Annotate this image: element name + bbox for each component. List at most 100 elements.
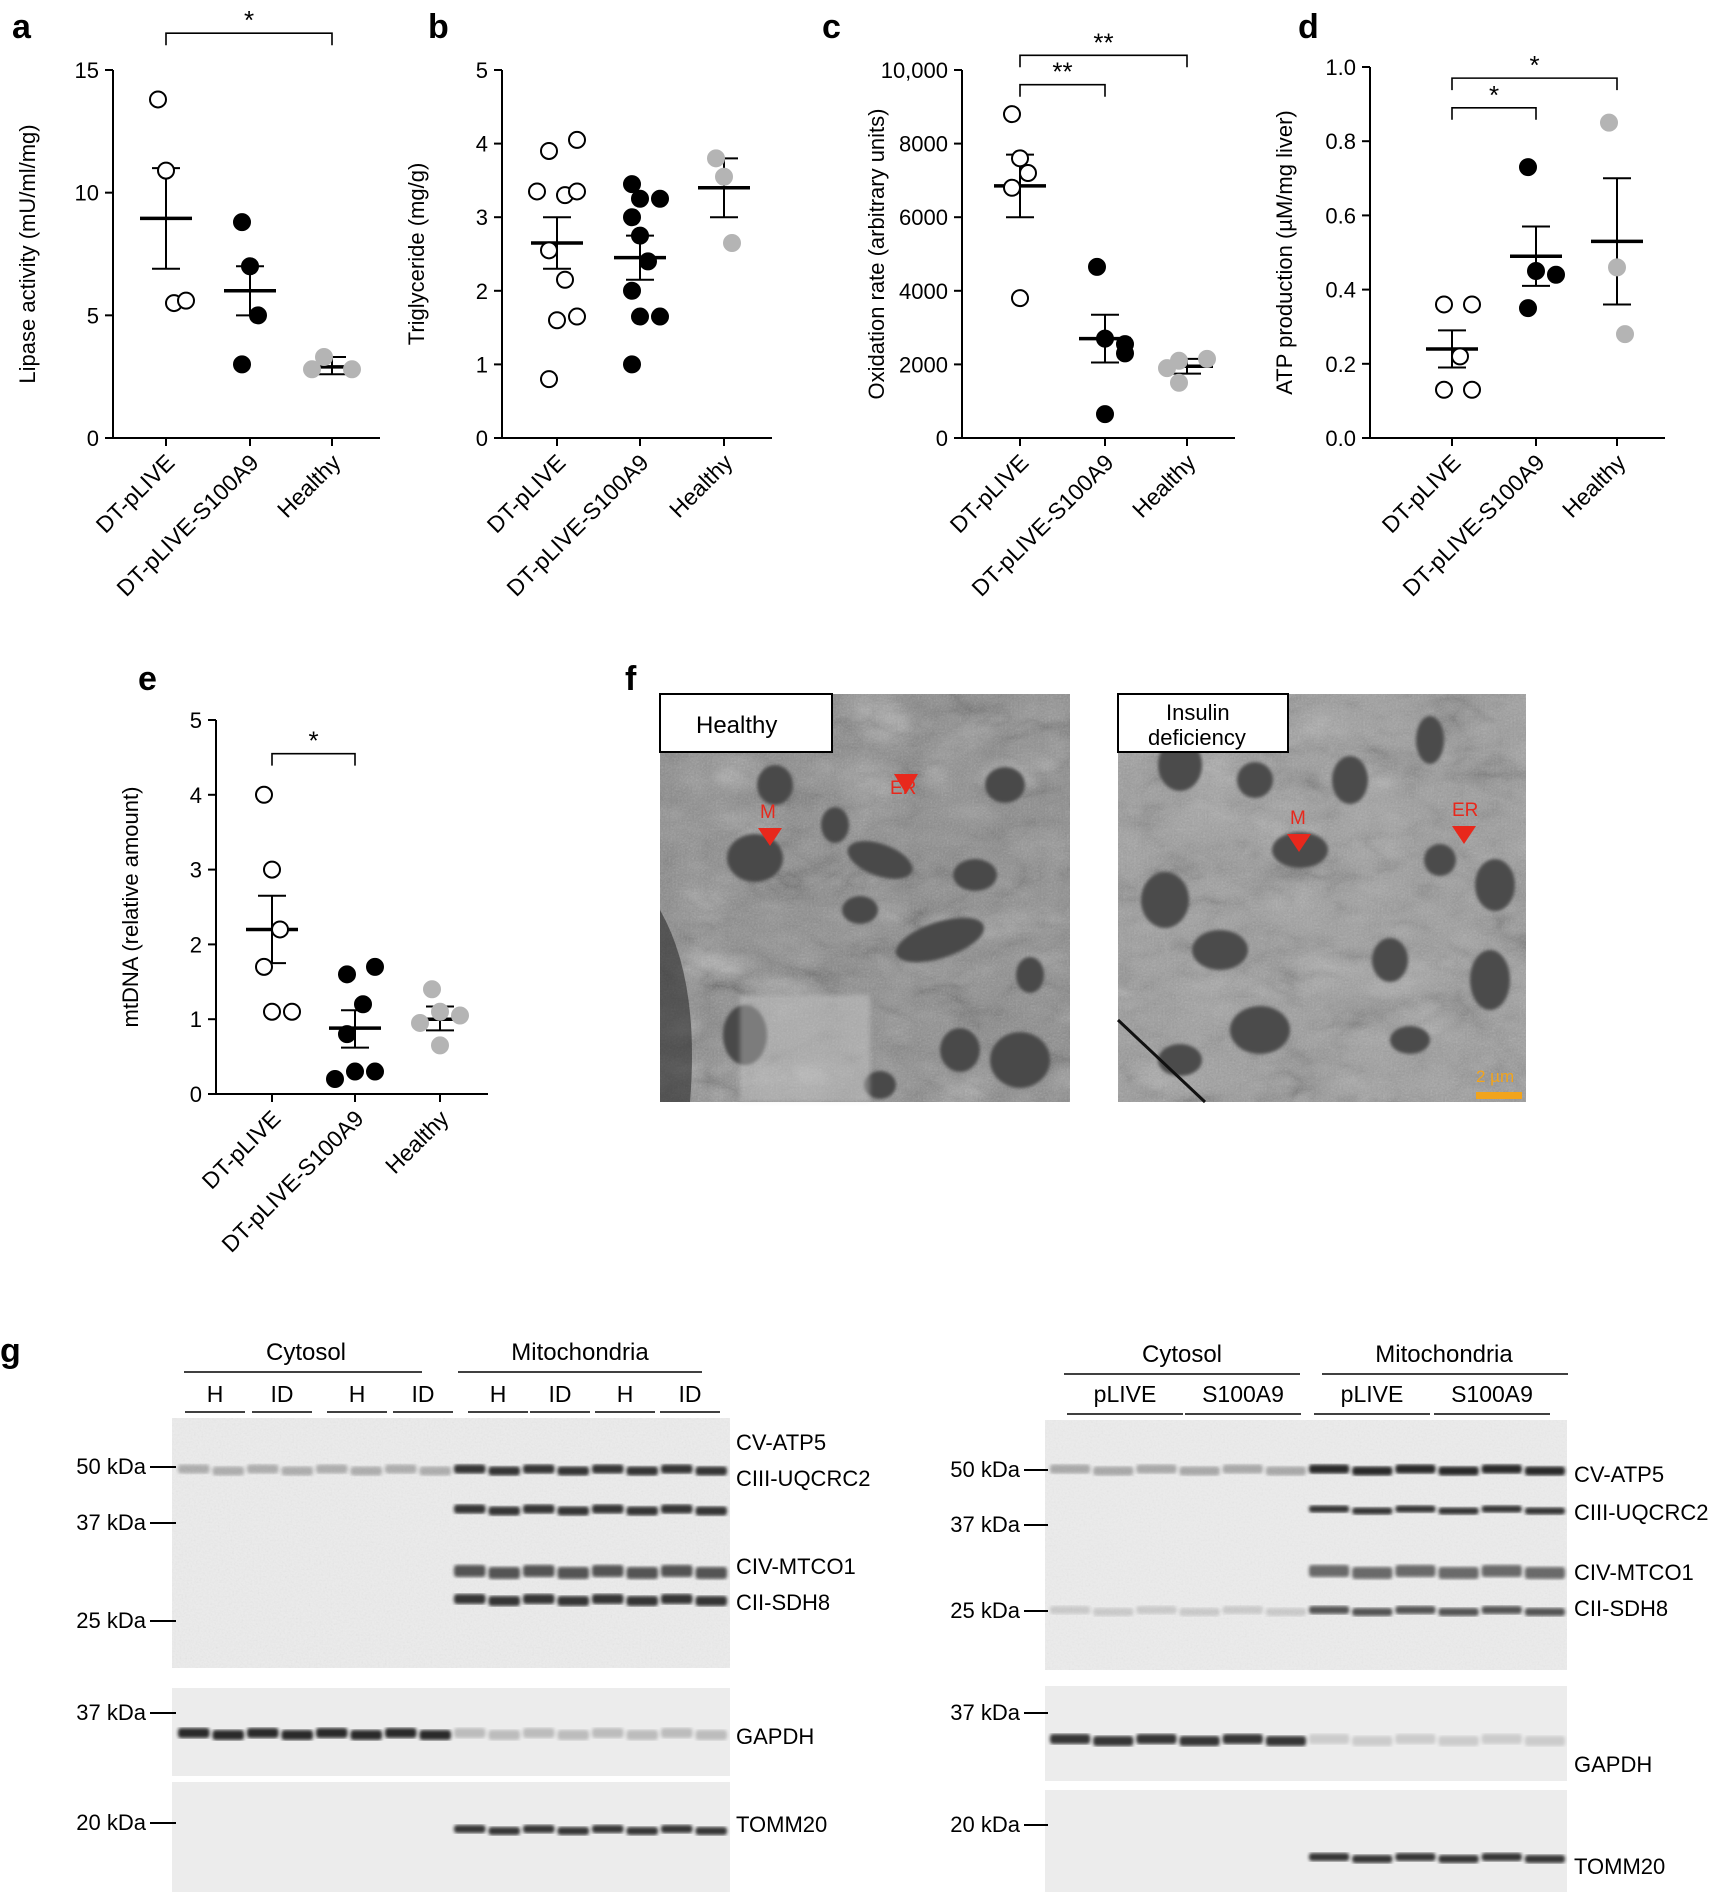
c-significance-label: ** xyxy=(1093,27,1113,57)
right-band-uqcrc2: CIII-UQCRC2 xyxy=(1574,1500,1708,1525)
c-category-label: Healthy xyxy=(1127,449,1201,523)
band-cv-atp5 xyxy=(1093,1466,1134,1476)
left-marker-50: 50 kDa xyxy=(76,1454,146,1479)
er-marker-label-insulin: ER xyxy=(1452,800,1478,821)
band-gapdh xyxy=(1352,1736,1393,1746)
left-marker-37-mid: 37 kDa xyxy=(76,1700,146,1725)
left-band-gapdh: GAPDH xyxy=(736,1724,814,1749)
a-data-point xyxy=(249,306,267,325)
b-data-point xyxy=(540,141,558,160)
b-y-axis-label: Triglyceride (mg/g) xyxy=(404,163,429,346)
e-ytick-label: 5 xyxy=(190,708,202,733)
lane-label: S100A9 xyxy=(1451,1381,1533,1407)
b-data-point xyxy=(631,226,649,245)
d-ytick-label: 1.0 xyxy=(1325,55,1356,80)
band-cv-atp5 xyxy=(350,1466,382,1476)
band-cv-atp5 xyxy=(419,1466,451,1476)
d-category-label: Healthy xyxy=(1557,449,1631,523)
band-cv-atp5 xyxy=(592,1464,624,1474)
d-data-point xyxy=(1616,325,1634,344)
chart-d-atp-production: 0.0 0.2 0.4 0.6 0.8 1.0 ATP production (µM/mg … xyxy=(1272,50,1665,601)
right-band-sdh8: CII-SDH8 xyxy=(1574,1596,1668,1621)
c-y-axis-label: Oxidation rate (arbitrary units) xyxy=(864,109,889,400)
right-marker-37-mid: 37 kDa xyxy=(950,1700,1020,1725)
band-civ-mtco1 xyxy=(557,1567,589,1579)
band-tomm20 xyxy=(1395,1853,1436,1861)
band-cv-atp5 xyxy=(178,1464,210,1474)
band-cii-sdh8 xyxy=(626,1596,658,1606)
band-civ-mtco1 xyxy=(695,1567,727,1579)
b-category-label: Healthy xyxy=(664,449,738,523)
b-data-point xyxy=(623,281,641,300)
d-data-point xyxy=(1451,347,1469,366)
a-ytick-label: 10 xyxy=(75,181,99,206)
western-blot-right: Cytosol Mitochondria pLIVE S100A9 pLIVE S10… xyxy=(950,1341,1708,1892)
band-cv-atp5 xyxy=(454,1464,486,1474)
d-data-point xyxy=(1547,265,1565,284)
band-gapdh xyxy=(695,1730,727,1740)
right-band-mtco1: CIV-MTCO1 xyxy=(1574,1560,1694,1585)
e-data-point xyxy=(366,957,384,976)
band-tomm20 xyxy=(1309,1853,1350,1861)
a-data-point xyxy=(233,213,251,232)
d-data-point xyxy=(1435,380,1453,399)
right-marker-50: 50 kDa xyxy=(950,1457,1020,1482)
c-data-point xyxy=(1011,149,1029,168)
band-tomm20 xyxy=(1524,1855,1565,1863)
b-data-point xyxy=(651,189,669,208)
band-cii-sdh8 xyxy=(1352,1608,1393,1616)
band-cii-sdh8 xyxy=(1395,1606,1436,1614)
e-data-point xyxy=(338,1025,356,1044)
band-cii-sdh8 xyxy=(557,1596,589,1606)
mito-arrow-insulin-icon xyxy=(1287,834,1311,852)
d-data-point xyxy=(1519,158,1537,177)
band-ciii-uqcrc2 xyxy=(1395,1505,1436,1513)
b-data-point xyxy=(540,241,558,260)
c-data-point xyxy=(1198,349,1216,368)
b-data-point xyxy=(568,182,586,201)
band-ciii-uqcrc2 xyxy=(488,1506,520,1516)
left-marker-25: 25 kDa xyxy=(76,1608,146,1633)
band-civ-mtco1 xyxy=(626,1567,658,1579)
d-ytick-label: 0.2 xyxy=(1325,352,1356,377)
mito-marker-label-insulin: M xyxy=(1290,808,1306,829)
chart-a-lipase-activity: 0 5 10 15 Lipase activity (mU/ml/mg) DT-pLIVE… xyxy=(15,5,380,601)
d-significance-bracket xyxy=(1451,77,1618,91)
d-data-point xyxy=(1463,380,1481,399)
band-cii-sdh8 xyxy=(488,1596,520,1606)
band-ciii-uqcrc2 xyxy=(695,1506,727,1516)
panel-letter-g: g xyxy=(0,1332,21,1370)
a-data-point xyxy=(157,161,175,180)
c-data-point xyxy=(1019,164,1037,183)
e-data-point xyxy=(283,1002,301,1021)
b-data-point xyxy=(707,149,725,168)
b-data-point xyxy=(568,307,586,326)
e-data-point xyxy=(354,995,372,1014)
band-tomm20 xyxy=(454,1825,486,1833)
lane-label: H xyxy=(207,1381,224,1407)
band-cii-sdh8 xyxy=(1136,1606,1177,1614)
a-data-point xyxy=(149,90,167,109)
c-ytick-label: 4000 xyxy=(899,279,948,304)
b-data-point xyxy=(548,311,566,330)
b-category-label: DT-pLIVE xyxy=(482,449,571,538)
band-cv-atp5 xyxy=(247,1464,279,1474)
e-category-label: DT-pLIVE xyxy=(197,1105,286,1194)
band-cii-sdh8 xyxy=(1222,1606,1263,1614)
b-ytick-label: 0 xyxy=(476,426,488,451)
b-data-point xyxy=(639,252,657,271)
band-gapdh xyxy=(178,1728,210,1738)
band-cv-atp5 xyxy=(1438,1466,1479,1476)
b-ytick-label: 1 xyxy=(476,352,488,377)
lane-label: H xyxy=(490,1381,507,1407)
d-data-point xyxy=(1608,258,1626,277)
band-ciii-uqcrc2 xyxy=(454,1504,486,1514)
band-gapdh xyxy=(626,1730,658,1740)
band-cii-sdh8 xyxy=(1265,1608,1306,1616)
band-civ-mtco1 xyxy=(1481,1565,1522,1577)
band-cv-atp5 xyxy=(1395,1464,1436,1474)
c-ytick-label: 6000 xyxy=(899,205,948,230)
band-gapdh xyxy=(592,1728,624,1738)
band-ciii-uqcrc2 xyxy=(1309,1505,1350,1513)
band-ciii-uqcrc2 xyxy=(1481,1505,1522,1513)
